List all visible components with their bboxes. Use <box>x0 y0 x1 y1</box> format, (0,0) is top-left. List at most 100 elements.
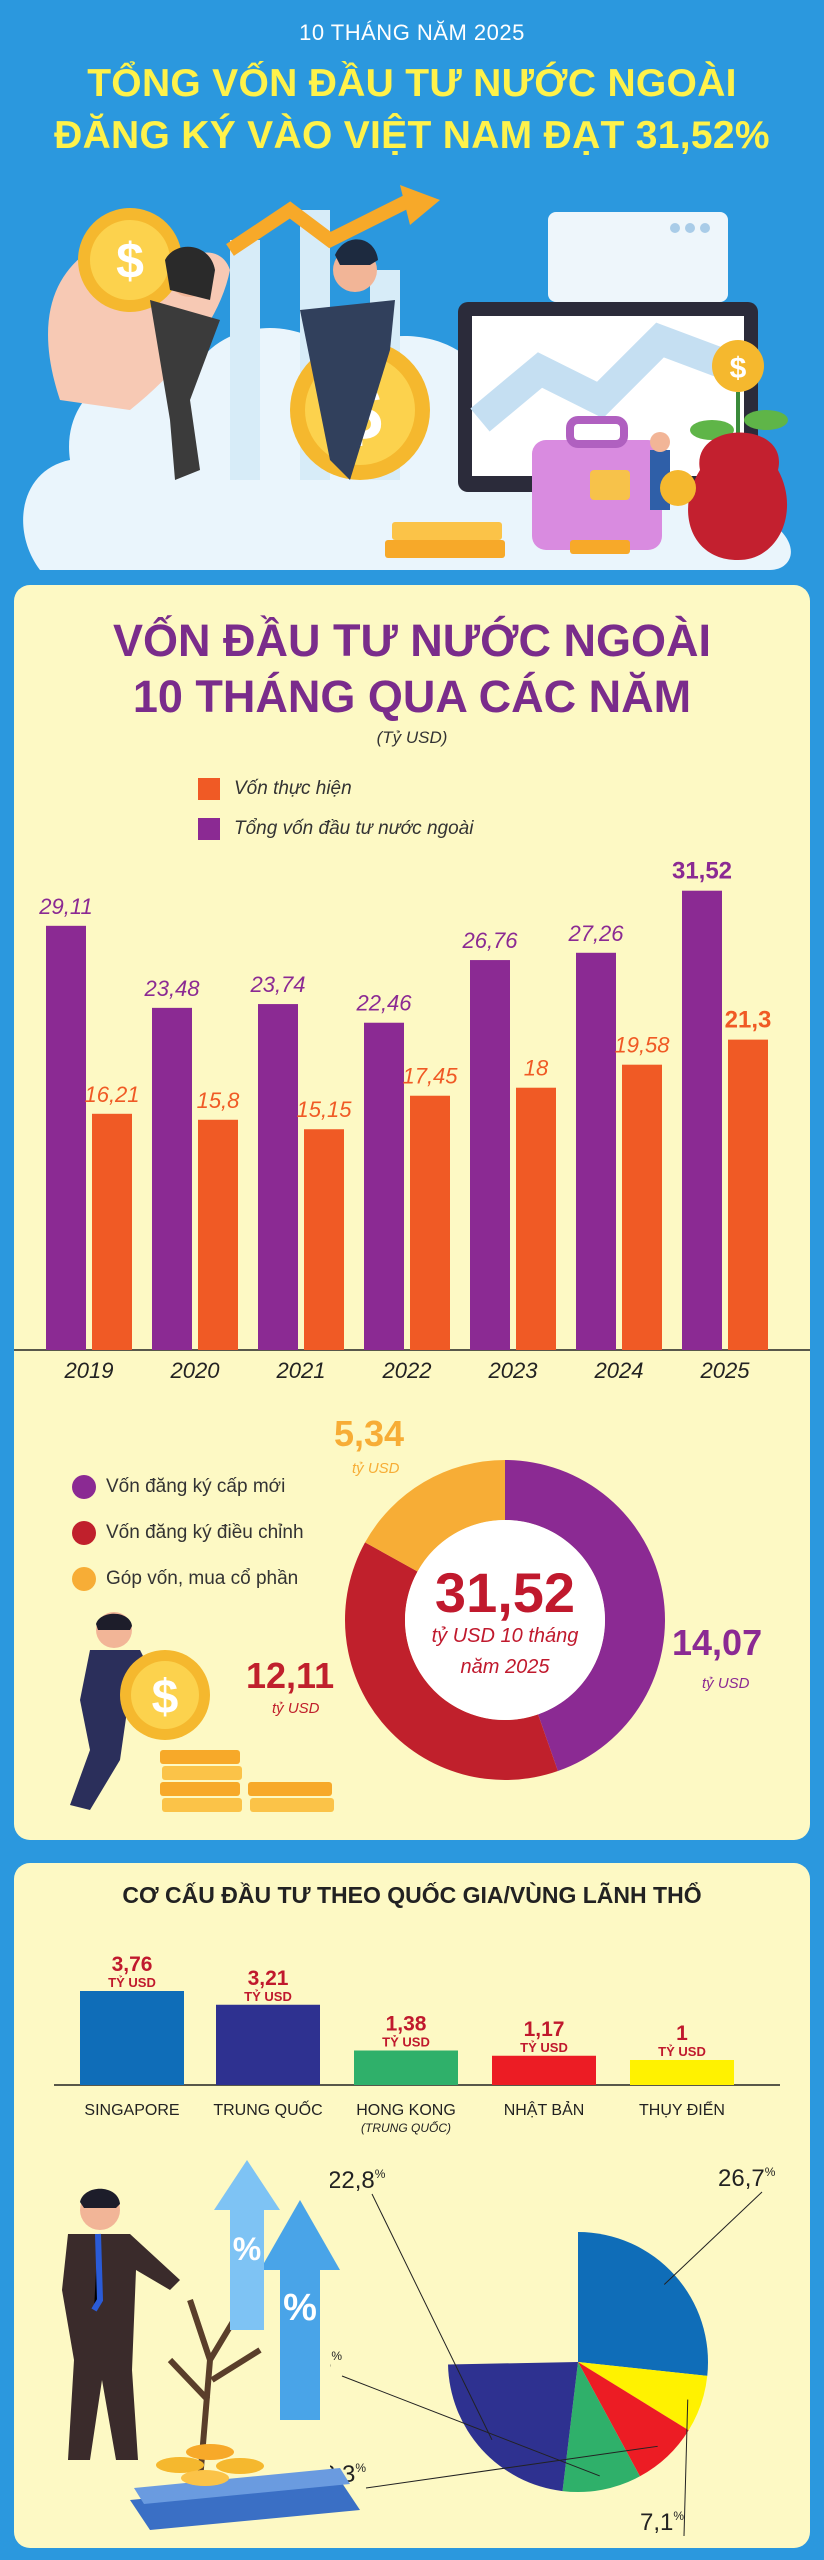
year-label-2025: 2025 <box>700 1358 751 1383</box>
legend-realized-label: Vốn thực hiện <box>234 778 352 799</box>
label-realized-2020: 15,8 <box>197 1088 241 1113</box>
label-realized-2024: 19,58 <box>614 1033 670 1058</box>
country-value-3: 1,17 <box>524 2018 565 2041</box>
donut-slice-1 <box>344 1542 558 1780</box>
pie-label-0: 26,7% <box>718 2165 776 2192</box>
country-value-2: 1,38 <box>386 2013 427 2036</box>
legend-new-dot <box>72 1475 96 1499</box>
year-label-2023: 2023 <box>488 1358 539 1383</box>
country-name-1: TRUNG QUỐC <box>213 2099 322 2119</box>
country-value-4: 1 <box>676 2022 688 2045</box>
businessman-icon <box>62 2234 180 2460</box>
country-value-1: 3,21 <box>248 1967 289 1990</box>
donut-center-text-2: năm 2025 <box>460 1656 550 1678</box>
header-illustration: $ $ $ <box>23 185 791 570</box>
share-value: 5,34 <box>334 1413 405 1454</box>
header-title-line1: TỔNG VỐN ĐẦU TƯ NƯỚC NGOÀI <box>87 62 737 105</box>
country-name-0: SINGAPORE <box>84 2102 179 2119</box>
legend-new-label: Vốn đăng ký cấp mới <box>106 1476 286 1497</box>
svg-text:%: % <box>283 2287 317 2329</box>
money-bag-icon <box>688 432 788 560</box>
pie-leader-4 <box>371 2193 493 2441</box>
legend-total-label: Tổng vốn đầu tư nước ngoài <box>234 818 474 839</box>
pie-leader-0 <box>663 2191 763 2285</box>
coin-plant-icon <box>712 340 764 392</box>
header-subtitle: 10 THÁNG NĂM 2025 <box>299 20 525 45</box>
section3-title: CƠ CẤU ĐẦU TƯ THEO QUỐC GIA/VÙNG LÃNH TH… <box>122 1882 702 1908</box>
year-label-2019: 2019 <box>64 1358 114 1383</box>
pie-slice-2 <box>578 2362 689 2477</box>
country-unit-1: TỶ USD <box>244 1989 292 2004</box>
new-unit: tỷ USD <box>702 1675 750 1692</box>
money-stack-icon <box>130 2480 360 2530</box>
country-note-2: (TRUNG QUỐC) <box>361 2120 451 2135</box>
donut-hole <box>405 1520 605 1720</box>
bar-realized-2020 <box>198 1119 238 1350</box>
label-total-2019: 29,11 <box>38 894 92 919</box>
pie-label-1: 7,1% <box>640 2509 684 2536</box>
donut-slice-2 <box>365 1460 505 1572</box>
legend-adjust-dot <box>72 1521 96 1545</box>
label-total-2021: 23,74 <box>249 972 305 997</box>
pie-leader-3 <box>341 2375 600 2477</box>
pie-slice-3 <box>562 2362 640 2492</box>
country-value-0: 3,76 <box>112 1953 153 1976</box>
bar-total-2025 <box>682 890 722 1350</box>
donut-center-text-1: tỷ USD 10 tháng <box>431 1625 579 1647</box>
year-label-2020: 2020 <box>170 1358 221 1383</box>
pie-slice-1 <box>578 2362 708 2431</box>
tree-icon <box>167 2299 262 2481</box>
bar-realized-2019 <box>92 1113 132 1350</box>
country-unit-3: TỶ USD <box>520 2040 568 2055</box>
svg-text:$: $ <box>116 233 144 289</box>
section1-title-line1: VỐN ĐẦU TƯ NƯỚC NGOÀI <box>112 615 712 666</box>
year-label-2022: 2022 <box>382 1358 432 1383</box>
pie-leader-2 <box>365 2445 658 2489</box>
year-label-2024: 2024 <box>594 1358 644 1383</box>
adjust-value: 12,11 <box>246 1655 335 1696</box>
woman-figure <box>150 300 220 480</box>
label-total-2020: 23,48 <box>143 976 200 1001</box>
donut-center-value: 31,52 <box>434 1561 576 1624</box>
label-realized-2019: 16,21 <box>84 1082 139 1107</box>
legend-realized-swatch <box>198 778 220 800</box>
bar-realized-2022 <box>410 1095 450 1350</box>
label-realized-2023: 18 <box>524 1056 549 1081</box>
header-title-line2: ĐĂNG KÝ VÀO VIỆT NAM ĐẠT 31,52% <box>54 114 770 157</box>
bar-realized-2023 <box>516 1087 556 1350</box>
share-unit: tỷ USD <box>352 1460 400 1477</box>
pie-leader-1 <box>683 2399 689 2537</box>
bar-realized-2021 <box>304 1129 344 1350</box>
label-realized-2025: 21,3 <box>725 1007 772 1034</box>
legend-adjust-label: Vốn đăng ký điều chỉnh <box>106 1522 304 1543</box>
businessman-pushing-coin-illustration: $ <box>70 1612 334 1812</box>
svg-text:%: % <box>233 2231 261 2267</box>
legend-share-label: Góp vốn, mua cổ phần <box>106 1568 299 1589</box>
year-label-2021: 2021 <box>276 1358 326 1383</box>
bar-realized-2024 <box>622 1064 662 1350</box>
chart-bar-deco <box>230 240 260 480</box>
arrow-icon <box>400 185 440 225</box>
donut-slice-0 <box>505 1460 666 1772</box>
bar-total-2019 <box>46 925 86 1350</box>
label-realized-2021: 15,15 <box>296 1097 352 1122</box>
coin-stack-icon <box>385 540 505 558</box>
arrow-up-icon <box>260 2200 340 2270</box>
bar-total-2020 <box>152 1007 192 1350</box>
bar-total-2021 <box>258 1004 298 1350</box>
label-total-2023: 26,76 <box>461 928 518 953</box>
country-bar-1 <box>216 2004 320 2085</box>
pie-slice-0 <box>578 2232 708 2376</box>
section1-title-line2: 10 THÁNG QUA CÁC NĂM <box>132 671 692 722</box>
man-figure <box>300 300 395 480</box>
legend-share-dot <box>72 1567 96 1591</box>
country-bar-4 <box>630 2060 734 2085</box>
investor-tree-illustration: % % <box>62 2160 360 2530</box>
yearly-fdi-bar-chart: 29,11 16,21 2019 23,48 15,8 2020 23,74 15,15 202… <box>14 858 810 1383</box>
bar-realized-2025 <box>728 1039 768 1350</box>
country-unit-4: TỶ USD <box>658 2044 706 2059</box>
country-share-pie: 26,7%7,1%8,3%9,8%22,8% <box>330 2165 776 2537</box>
label-total-2022: 22,46 <box>355 991 412 1016</box>
fdi-structure-donut <box>344 1460 666 1780</box>
svg-text:$: $ <box>730 352 747 385</box>
